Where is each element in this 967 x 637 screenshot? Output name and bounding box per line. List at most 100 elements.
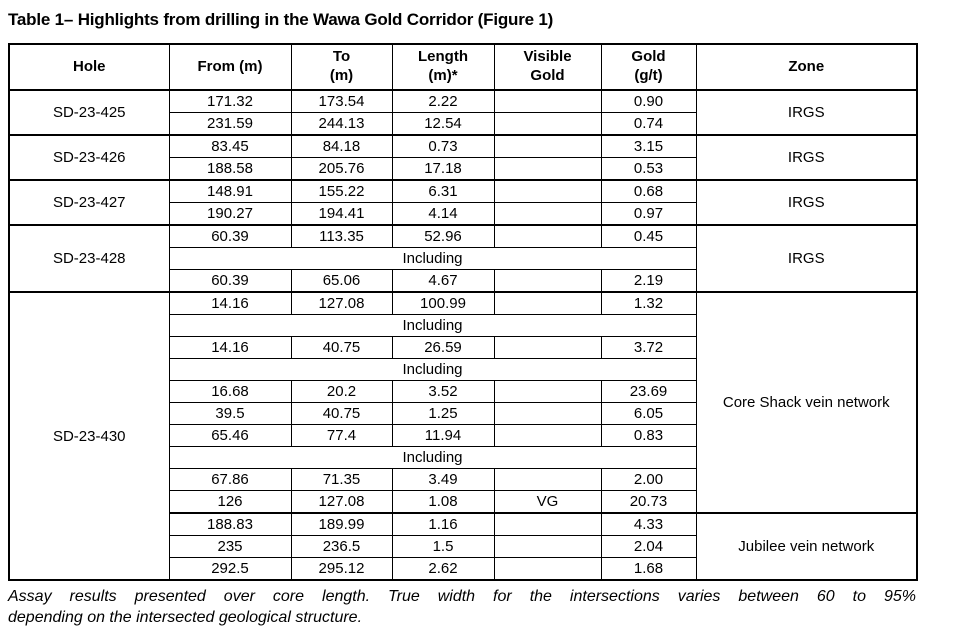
cell-gold: 23.69 — [600, 380, 697, 403]
col-header-gold: Gold (g/t) — [600, 43, 697, 91]
cell-length: 0.73 — [391, 134, 495, 158]
table-row: 188.58 205.76 17.18 0.53 — [9, 157, 917, 181]
cell-length: 11.94 — [391, 424, 495, 447]
cell-gold: 20.73 — [600, 490, 697, 514]
cell-to: 236.5 — [290, 535, 393, 558]
col-header-visible-gold: Visible Gold — [493, 43, 602, 91]
cell-zone: IRGS — [695, 224, 918, 293]
table-row: 235 236.5 1.5 2.04 — [9, 535, 917, 558]
table-row: SD-23-428 60.39 113.35 52.96 0.45 IRGS — [8, 224, 918, 293]
cell-visible-gold — [493, 336, 602, 359]
cell-visible-gold — [493, 134, 602, 158]
cell-gold: 0.74 — [600, 112, 697, 136]
cell-visible-gold — [493, 535, 602, 558]
cell-visible-gold — [493, 512, 602, 536]
table-row: 292.5 295.12 2.62 1.68 — [9, 557, 917, 581]
cell-to: 295.12 — [290, 557, 393, 581]
cell-length: 1.5 — [391, 535, 495, 558]
table-row: SD-23-430 14.16 127.08 100.99 1.32 Core Shack… — [8, 291, 918, 581]
cell-to: 84.18 — [290, 134, 393, 158]
cell-visible-gold — [493, 202, 602, 226]
cell-zone: IRGS — [695, 134, 918, 181]
cell-gold: 0.97 — [600, 202, 697, 226]
cell-length: 52.96 — [391, 224, 495, 248]
cell-visible-gold — [493, 468, 602, 491]
cell-to: 194.41 — [290, 202, 393, 226]
cell-from: 292.5 — [168, 557, 292, 581]
cell-from: 60.39 — [168, 224, 292, 248]
cell-gold: 6.05 — [600, 402, 697, 425]
cell-to: 173.54 — [290, 89, 393, 113]
cell-gold: 1.68 — [600, 557, 697, 581]
cell-length: 4.14 — [391, 202, 495, 226]
cell-from: 171.32 — [168, 89, 292, 113]
cell-length: 3.49 — [391, 468, 495, 491]
cell-length: 2.22 — [391, 89, 495, 113]
cell-to: 205.76 — [290, 157, 393, 181]
cell-to: 20.2 — [290, 380, 393, 403]
footnote-line-2: depending on the intersected geological … — [8, 609, 363, 627]
cell-from: 235 — [168, 535, 292, 558]
cell-visible-gold — [493, 402, 602, 425]
cell-gold: 2.04 — [600, 535, 697, 558]
table-row: 188.83 189.99 1.16 4.33 Jubilee vein network — [9, 512, 918, 581]
cell-from: 148.91 — [168, 179, 292, 203]
cell-gold: 0.83 — [600, 424, 697, 447]
table-header: Hole From (m) To (m) Length (m)* Visible Gol… — [8, 43, 918, 91]
col-header-from: From (m) — [168, 43, 292, 91]
cell-to: 40.75 — [290, 336, 393, 359]
cell-from: 16.68 — [168, 380, 292, 403]
cell-length: 3.52 — [391, 380, 495, 403]
header-row: Hole From (m) To (m) Length (m)* Visible Gol… — [8, 43, 918, 91]
cell-gold: 0.53 — [600, 157, 697, 181]
cell-length: 4.67 — [391, 269, 495, 293]
cell-gold: 1.32 — [600, 291, 697, 315]
cell-zone: Core Shack vein network — [695, 291, 918, 514]
cell-visible-gold — [493, 291, 602, 315]
cell-hole: SD-23-428 — [8, 224, 170, 293]
table-row: 65.46 77.4 11.94 0.83 — [9, 424, 917, 447]
cell-length: 26.59 — [391, 336, 495, 359]
cell-length: 6.31 — [391, 179, 495, 203]
table-body: SD-23-425 171.32 173.54 2.22 0.90 IRGS 231.59 2… — [8, 89, 918, 581]
table-row: SD-23-427 148.91 155.22 6.31 0.68 IRGS — [8, 179, 918, 226]
cell-gold: 4.33 — [600, 512, 697, 536]
table-row: 67.86 71.35 3.49 2.00 — [9, 468, 917, 491]
cell-length: 1.08 — [391, 490, 495, 514]
table-row: 60.39 65.06 4.67 2.19 — [9, 269, 917, 293]
cell-to: 77.4 — [290, 424, 393, 447]
cell-length: 1.25 — [391, 402, 495, 425]
cell-gold: 2.19 — [600, 269, 697, 293]
cell-visible-gold — [493, 157, 602, 181]
table-row: 39.5 40.75 1.25 6.05 — [9, 402, 917, 425]
cell-visible-gold — [493, 179, 602, 203]
cell-to: 40.75 — [290, 402, 393, 425]
cell-visible-gold — [493, 380, 602, 403]
cell-hole: SD-23-430 — [8, 291, 170, 581]
cell-to: 65.06 — [290, 269, 393, 293]
col-header-length: Length (m)* — [391, 43, 495, 91]
cell-from: 83.45 — [168, 134, 292, 158]
cell-zone: IRGS — [695, 89, 918, 136]
footnote-line-1: Assay results presented over core length… — [8, 588, 916, 605]
cell-including: Including — [168, 247, 697, 270]
table-title: Table 1– Highlights from drilling in the… — [8, 10, 554, 29]
cell-including: Including — [168, 446, 697, 469]
col-header-hole: Hole — [8, 43, 170, 91]
cell-zone: Jubilee vein network — [695, 512, 918, 581]
cell-to: 71.35 — [290, 468, 393, 491]
table-row: SD-23-425 171.32 173.54 2.22 0.90 IRGS — [8, 89, 918, 136]
table-row: Including — [9, 247, 917, 270]
cell-hole: SD-23-427 — [8, 179, 170, 226]
cell-from: 188.58 — [168, 157, 292, 181]
cell-visible-gold — [493, 112, 602, 136]
cell-to: 127.08 — [290, 291, 393, 315]
cell-visible-gold — [493, 424, 602, 447]
cell-from: 14.16 — [168, 336, 292, 359]
cell-length: 17.18 — [391, 157, 495, 181]
cell-length: 100.99 — [391, 291, 495, 315]
cell-length: 12.54 — [391, 112, 495, 136]
cell-from: 190.27 — [168, 202, 292, 226]
table-row: 190.27 194.41 4.14 0.97 — [9, 202, 917, 226]
